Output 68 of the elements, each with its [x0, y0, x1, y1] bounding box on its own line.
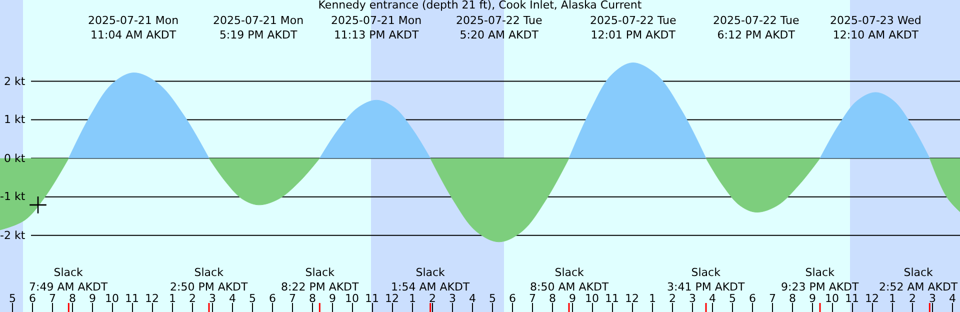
x-tick-label: 10 — [105, 292, 119, 305]
annotation: 2025-07-21 Mon 11:13 PM AKDT — [331, 14, 422, 42]
x-tick-label: 11 — [125, 292, 139, 305]
x-tick-label: 1 — [409, 292, 416, 305]
annotation: 2025-07-22 Tue 5:20 AM AKDT — [456, 14, 542, 42]
x-tick-label: 2 — [669, 292, 676, 305]
annotation: 2025-07-22 Tue 6:12 PM AKDT — [713, 14, 800, 42]
annotation: 2025-07-21 Mon 5:19 PM AKDT — [213, 14, 304, 42]
x-tick-label: 3 — [449, 292, 456, 305]
annotation: 2025-07-22 Tue 12:01 PM AKDT — [590, 14, 676, 42]
x-tick-label: 4 — [949, 292, 956, 305]
x-tick-label: 8 — [789, 292, 796, 305]
x-tick-label: 2 — [429, 292, 436, 305]
x-tick-label: 6 — [509, 292, 516, 305]
x-tick-label: 2 — [909, 292, 916, 305]
annotation: Slack 3:41 PM AKDT — [667, 266, 746, 294]
annotation: Slack 7:49 AM AKDT — [29, 266, 108, 294]
x-tick-label: 8 — [309, 292, 316, 305]
y-tick-label: 1 kt — [4, 113, 26, 126]
annotation: 2025-07-21 Mon 11:04 AM AKDT — [88, 14, 179, 42]
x-tick-label: 9 — [89, 292, 96, 305]
x-tick-label: 9 — [569, 292, 576, 305]
x-tick-label: 11 — [365, 292, 379, 305]
annotation: Slack 1:54 AM AKDT — [391, 266, 470, 294]
x-tick-label: 10 — [345, 292, 359, 305]
x-tick-label: 3 — [929, 292, 936, 305]
chart-title: Kennedy entrance (depth 21 ft), Cook Inlet, Alaska Current — [318, 0, 642, 12]
x-tick-label: 4 — [709, 292, 716, 305]
x-tick-label: 8 — [69, 292, 76, 305]
x-tick-label: 9 — [329, 292, 336, 305]
x-tick-label: 3 — [209, 292, 216, 305]
x-tick-label: 2 — [189, 292, 196, 305]
annotation: Slack 2:50 PM AKDT — [170, 266, 248, 294]
x-tick-label: 10 — [825, 292, 839, 305]
x-tick-label: 7 — [529, 292, 536, 305]
x-tick-label: 6 — [269, 292, 276, 305]
y-tick-label: -1 kt — [0, 190, 26, 203]
x-tick-label: 4 — [469, 292, 476, 305]
x-tick-label: 5 — [249, 292, 256, 305]
x-tick-label: 8 — [549, 292, 556, 305]
x-tick-label: 1 — [169, 292, 176, 305]
annotation: Slack 8:22 PM AKDT — [281, 266, 360, 294]
annotation: Slack 9:23 PM AKDT — [781, 266, 860, 294]
x-tick-label: 12 — [385, 292, 399, 305]
x-tick-label: 11 — [605, 292, 619, 305]
annotation: 2025-07-23 Wed 12:10 AM AKDT — [830, 14, 922, 42]
x-tick-label: 5 — [9, 292, 16, 305]
x-tick-label: 6 — [749, 292, 756, 305]
x-tick-label: 9 — [809, 292, 816, 305]
x-tick-label: 7 — [769, 292, 776, 305]
x-tick-label: 10 — [585, 292, 599, 305]
annotation: Slack 2:52 AM AKDT — [879, 266, 958, 294]
x-tick-label: 3 — [689, 292, 696, 305]
x-tick-label: 7 — [289, 292, 296, 305]
x-tick-label: 11 — [845, 292, 859, 305]
x-tick-label: 7 — [49, 292, 56, 305]
x-tick-label: 6 — [29, 292, 36, 305]
y-tick-label: -2 kt — [0, 229, 26, 242]
x-tick-label: 12 — [865, 292, 879, 305]
x-tick-label: 12 — [145, 292, 159, 305]
x-tick-label: 4 — [229, 292, 236, 305]
x-tick-label: 1 — [649, 292, 656, 305]
x-tick-label: 5 — [729, 292, 736, 305]
x-tick-label: 12 — [625, 292, 639, 305]
y-tick-label: 2 kt — [4, 75, 26, 88]
annotation: Slack 8:50 AM AKDT — [530, 266, 609, 294]
x-tick-label: 1 — [889, 292, 896, 305]
x-tick-label: 5 — [489, 292, 496, 305]
